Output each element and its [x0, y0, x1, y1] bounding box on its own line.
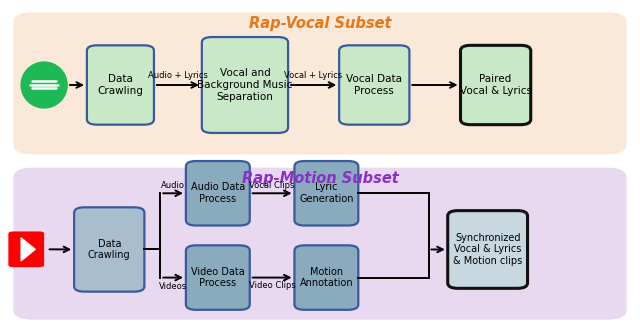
Text: Synchronized
Vocal & Lyrics
& Motion clips: Synchronized Vocal & Lyrics & Motion cli…: [453, 233, 522, 266]
FancyBboxPatch shape: [339, 45, 410, 125]
Text: Vocal and
Background Music
Separation: Vocal and Background Music Separation: [197, 68, 292, 102]
FancyBboxPatch shape: [294, 161, 358, 225]
FancyBboxPatch shape: [87, 45, 154, 125]
FancyBboxPatch shape: [13, 168, 627, 320]
Text: Lyric
Generation: Lyric Generation: [299, 183, 354, 204]
Text: Videos: Videos: [159, 282, 187, 291]
FancyBboxPatch shape: [186, 245, 250, 310]
Text: Audio: Audio: [161, 181, 185, 190]
FancyBboxPatch shape: [294, 245, 358, 310]
FancyBboxPatch shape: [186, 161, 250, 225]
FancyBboxPatch shape: [202, 37, 288, 133]
Text: Audio + Lyrics: Audio + Lyrics: [148, 71, 208, 80]
FancyBboxPatch shape: [448, 210, 527, 288]
Text: Vocal + Lyrics: Vocal + Lyrics: [285, 71, 343, 80]
Ellipse shape: [21, 62, 67, 108]
Polygon shape: [21, 238, 35, 261]
Text: Vocal Clips: Vocal Clips: [250, 181, 295, 190]
FancyBboxPatch shape: [13, 12, 627, 154]
Text: Paired
Vocal & Lyrics: Paired Vocal & Lyrics: [460, 74, 532, 96]
FancyBboxPatch shape: [74, 207, 145, 291]
Text: Rap-Motion Subset: Rap-Motion Subset: [242, 171, 398, 186]
FancyBboxPatch shape: [8, 231, 44, 267]
Text: Motion
Annotation: Motion Annotation: [300, 267, 353, 289]
Text: Vocal Data
Process: Vocal Data Process: [346, 74, 403, 96]
Text: Video Data
Process: Video Data Process: [191, 267, 244, 289]
FancyBboxPatch shape: [461, 45, 531, 125]
Text: Audio Data
Process: Audio Data Process: [191, 183, 245, 204]
Text: Rap-Vocal Subset: Rap-Vocal Subset: [249, 16, 391, 31]
Text: Video Clips: Video Clips: [249, 281, 296, 290]
Text: Data
Crawling: Data Crawling: [97, 74, 143, 96]
Text: Data
Crawling: Data Crawling: [88, 239, 131, 260]
